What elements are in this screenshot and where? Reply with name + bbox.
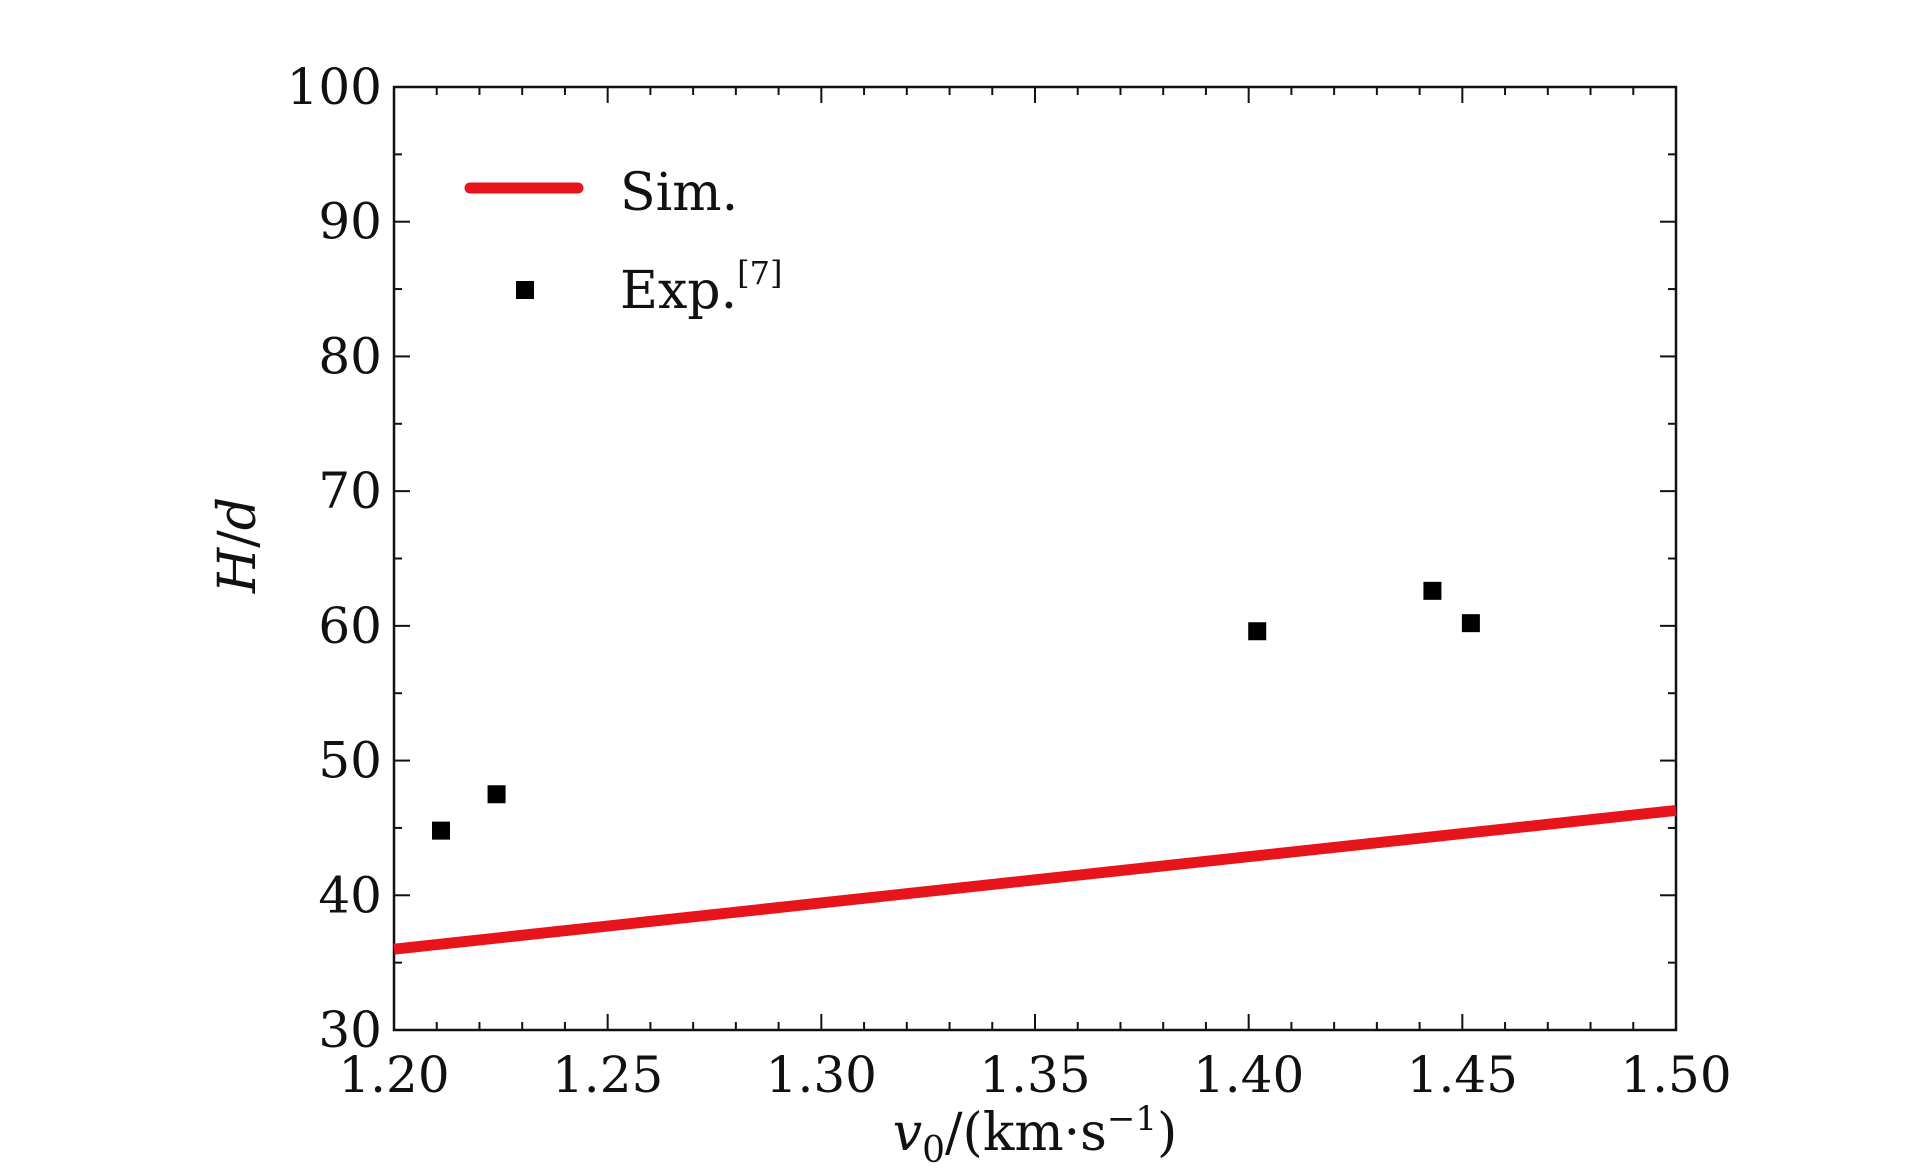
x-tick-label: 1.25 (552, 1046, 663, 1104)
x-tick-label: 1.45 (1407, 1046, 1518, 1104)
exp-point (1461, 614, 1480, 633)
exp-point (487, 785, 506, 804)
x-axis-sub: 0 (922, 1130, 945, 1169)
x-tick-label: 1.40 (1193, 1046, 1304, 1104)
exp-point (432, 821, 451, 840)
legend: Sim. Exp.[7] (464, 163, 782, 321)
svg-text:H/d: H/d (208, 497, 268, 594)
x-tick-label: 1.50 (1620, 1046, 1731, 1104)
x-ticks: 1.20 1.25 1.30 1.35 1.40 1.45 1.50 (338, 87, 1732, 1104)
y-ticks: 30 40 50 60 70 80 90 100 (287, 58, 1676, 1059)
y-axis-var2: d (208, 497, 268, 530)
x-tick-label: 1.35 (979, 1046, 1090, 1104)
y-tick-label: 90 (318, 193, 382, 251)
y-axis-title: H/d (208, 497, 268, 594)
x-axis-close: ) (1157, 1103, 1177, 1163)
svg-text:v0/(km·s−1): v0/(km·s−1) (893, 1099, 1178, 1169)
x-axis-var: v (893, 1103, 922, 1163)
exp-point (1423, 581, 1442, 600)
y-tick-label: 80 (318, 327, 382, 385)
plot-area: 1.20 1.25 1.30 1.35 1.40 1.45 1.50 30 40 50 60 70 8… (287, 58, 1732, 1104)
legend-exp-label-group: Exp.[7] (620, 254, 782, 321)
sim-line (393, 804, 1677, 955)
y-tick-label: 60 (318, 597, 382, 655)
legend-sim-label: Sim. (620, 163, 738, 223)
x-tick-label: 1.30 (766, 1046, 877, 1104)
x-axis-title: v0/(km·s−1) (893, 1099, 1178, 1169)
y-axis-var: H (208, 546, 268, 594)
y-tick-label: 40 (318, 866, 382, 924)
x-axis-units: /(km·s (945, 1103, 1107, 1163)
y-axis-sep: / (208, 530, 268, 548)
y-tick-label: 100 (287, 58, 382, 116)
legend-exp-swatch (516, 281, 534, 299)
y-tick-label: 50 (318, 732, 382, 790)
exp-point (1248, 622, 1267, 641)
legend-exp-label: Exp. (620, 261, 737, 321)
y-tick-label: 70 (318, 462, 382, 520)
y-tick-label: 30 (318, 1001, 382, 1059)
plot-frame (392, 85, 1678, 1032)
x-tick-label: 1.20 (338, 1046, 449, 1104)
x-axis-sup: −1 (1107, 1099, 1157, 1139)
series-layer (393, 581, 1677, 955)
legend-exp-ref: [7] (737, 254, 782, 292)
